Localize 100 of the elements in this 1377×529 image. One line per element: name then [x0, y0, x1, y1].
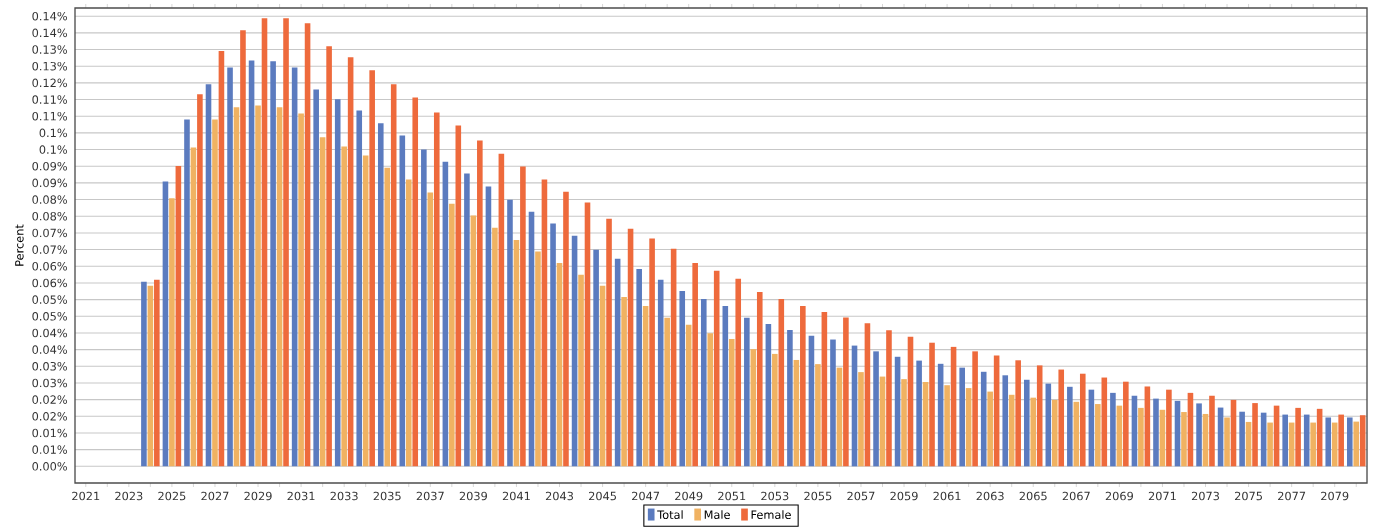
bar: [1239, 411, 1245, 467]
bar: [959, 367, 965, 467]
x-tick-label: 2023: [115, 491, 143, 501]
x-tick-label: 2069: [1105, 491, 1133, 501]
bar: [240, 30, 246, 467]
x-tick-label: 2057: [847, 491, 875, 501]
bar: [1002, 375, 1009, 467]
y-tick-label: 0.09%: [32, 161, 67, 171]
y-tick-label: 0.06%: [32, 278, 67, 288]
bar: [184, 119, 190, 467]
bar: [377, 123, 384, 467]
bar: [334, 99, 341, 467]
y-tick-label: 0.03%: [32, 378, 67, 388]
bar: [987, 391, 993, 467]
y-tick-label: 0.14%: [32, 11, 67, 21]
x-tick-label: 2075: [1234, 491, 1262, 501]
x-tick-label: 2027: [201, 491, 229, 501]
bar: [1123, 381, 1129, 467]
bar: [685, 324, 692, 467]
bar: [405, 179, 412, 467]
bar: [421, 149, 427, 467]
bar: [815, 364, 821, 467]
x-tick-label: 2021: [72, 491, 100, 501]
y-tick-label: 0.13%: [32, 45, 67, 54]
bar: [341, 146, 347, 467]
bar: [1295, 407, 1301, 467]
bar: [492, 227, 498, 467]
bar: [1067, 386, 1073, 467]
y-tick-label: 0.12%: [32, 78, 67, 88]
bar: [449, 203, 455, 467]
bar: [507, 199, 513, 467]
bar: [1196, 403, 1202, 467]
legend-label: Female: [751, 510, 791, 520]
bar: [735, 278, 742, 467]
x-tick-label: 2043: [545, 491, 573, 501]
y-tick-label: 0.05%: [32, 295, 67, 304]
bar: [298, 113, 304, 467]
bar: [1101, 377, 1108, 467]
bar: [1181, 412, 1187, 467]
x-tick-label: 2035: [373, 491, 401, 501]
x-tick-label: 2025: [158, 491, 186, 501]
bar: [1058, 369, 1065, 467]
x-tick-label: 2041: [502, 491, 530, 501]
bar: [728, 338, 735, 467]
x-tick-label: 2077: [1278, 491, 1306, 501]
bar: [1346, 417, 1353, 467]
bar: [972, 351, 978, 467]
bar: [800, 305, 806, 467]
x-tick-label: 2079: [1321, 491, 1349, 501]
bar: [787, 329, 793, 467]
x-tick-label: 2049: [675, 491, 703, 501]
bar: [664, 317, 670, 467]
y-tick-label: 0.03%: [32, 362, 67, 371]
y-tick-label: 0.02%: [32, 412, 67, 421]
bar: [1331, 422, 1338, 467]
bar: [1015, 360, 1021, 467]
bar: [563, 191, 569, 467]
y-tick-label: 0.00%: [32, 462, 67, 471]
bar: [1051, 399, 1058, 467]
bar: [1166, 389, 1172, 467]
y-tick-label: 0.08%: [32, 211, 67, 221]
bar: [154, 279, 160, 467]
bar: [1008, 394, 1015, 467]
bar: [1110, 392, 1116, 467]
bar: [412, 97, 419, 467]
bar: [621, 297, 627, 467]
bar: [916, 360, 922, 467]
x-tick-label: 2067: [1062, 491, 1090, 501]
bar: [169, 198, 175, 467]
y-axis-title: Percent: [15, 224, 24, 266]
x-tick-label: 2051: [718, 491, 746, 501]
bar: [1023, 379, 1030, 467]
bar: [830, 339, 836, 467]
y-tick-label: 0.08%: [32, 195, 67, 204]
bar: [197, 94, 203, 467]
bar: [901, 379, 907, 467]
y-tick-label: 0.05%: [32, 312, 67, 321]
bar: [1282, 414, 1288, 467]
y-tick-label: 0.11%: [32, 111, 67, 121]
bar: [744, 317, 750, 467]
bar: [212, 119, 218, 467]
y-tick-label: 0.11%: [32, 95, 67, 104]
bar: [593, 249, 599, 467]
x-tick-label: 2055: [804, 491, 832, 501]
bar: [1224, 417, 1230, 467]
legend-label: Male: [704, 510, 730, 520]
y-tick-label: 0.13%: [32, 61, 67, 71]
bar: [1267, 422, 1273, 467]
x-tick-label: 2039: [459, 491, 487, 501]
x-tick-label: 2031: [287, 491, 315, 501]
bar: [1303, 414, 1310, 467]
bar: [362, 155, 369, 467]
bar: [550, 223, 556, 467]
bar: [255, 105, 261, 467]
y-tick-label: 0.01%: [32, 428, 67, 438]
y-tick-label: 0.1%: [39, 145, 67, 154]
bar: [356, 110, 363, 467]
bar: [1353, 421, 1360, 467]
bar: [1252, 403, 1258, 467]
bar: [944, 385, 950, 467]
